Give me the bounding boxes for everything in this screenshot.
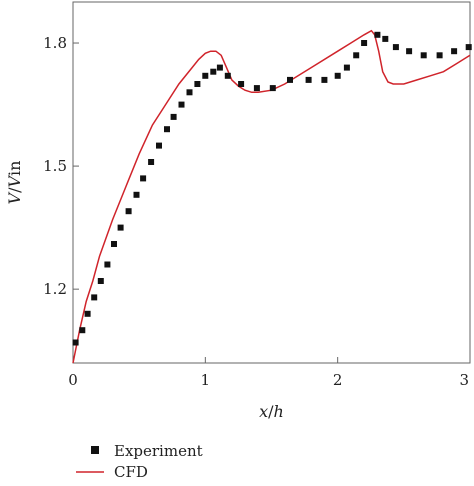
experiment-data-point [287,76,293,83]
x-axis-label-part: x [259,402,268,421]
y-axis-label-part: V [5,175,24,188]
experiment-data-point [436,52,443,59]
experiment-data-point [465,44,472,51]
experiment-data-point [148,159,155,165]
experiment-data-point [84,310,91,317]
experiment-series-markers [72,31,472,346]
experiment-data-point [210,68,217,75]
x-tick-label: 1 [201,371,211,389]
axes-frame [72,1,471,364]
experiment-data-point [97,278,104,284]
experiment-data-point [353,52,360,59]
experiment-data-point [361,40,368,46]
x-axis-label-part: h [274,402,284,421]
y-axis-label: V/Vin [5,161,24,205]
experiment-data-point [194,81,201,87]
experiment-data-point [91,294,98,301]
experiment-data-point [117,224,124,231]
y-tick-label: 1.5 [43,157,67,175]
experiment-data-point [224,72,231,79]
legend-experiment-label: Experiment [114,442,203,460]
experiment-data-point [374,31,381,38]
x-axis-label-part: / [268,402,274,421]
experiment-data-point [72,339,79,346]
experiment-data-point [140,175,147,182]
legend: Experiment CFD [76,442,203,481]
experiment-data-point [334,72,341,79]
experiment-data-point [111,241,117,247]
axis-ticks [72,42,471,363]
experiment-data-point [104,261,111,268]
experiment-data-point [343,64,350,71]
experiment-data-point [406,48,413,55]
legend-experiment-swatch [91,446,99,454]
experiment-data-point [133,191,140,198]
experiment-data-point [79,327,86,334]
experiment-data-point [321,76,328,83]
y-axis-label-part: / [5,187,24,193]
experiment-data-point [305,76,312,83]
experiment-data-point [178,101,185,108]
x-tick-label: 2 [333,371,343,389]
experiment-data-point [156,142,162,149]
y-axis-label-part: V [5,191,24,204]
plot-area [72,1,472,364]
cfd-series-line [72,29,471,364]
y-axis-label-part: in [5,161,24,176]
experiment-data-point [269,85,276,92]
legend-cfd-label: CFD [114,463,148,481]
experiment-data-point [202,72,209,79]
experiment-data-point [186,89,193,96]
x-tick-label: 3 [459,371,469,389]
experiment-data-point [451,48,458,55]
experiment-data-point [164,126,170,133]
experiment-data-point [170,113,177,120]
y-tick-label: 1.8 [43,34,67,52]
experiment-data-point [238,81,245,87]
x-axis-label: x/h [259,402,284,421]
y-tick-label: 1.2 [43,280,67,298]
experiment-data-point [392,44,399,51]
experiment-data-point [420,52,427,59]
experiment-data-point [253,85,260,92]
experiment-data-point [125,208,132,215]
experiment-data-point [382,35,389,42]
experiment-data-point [216,64,223,71]
x-tick-label: 0 [68,371,78,389]
